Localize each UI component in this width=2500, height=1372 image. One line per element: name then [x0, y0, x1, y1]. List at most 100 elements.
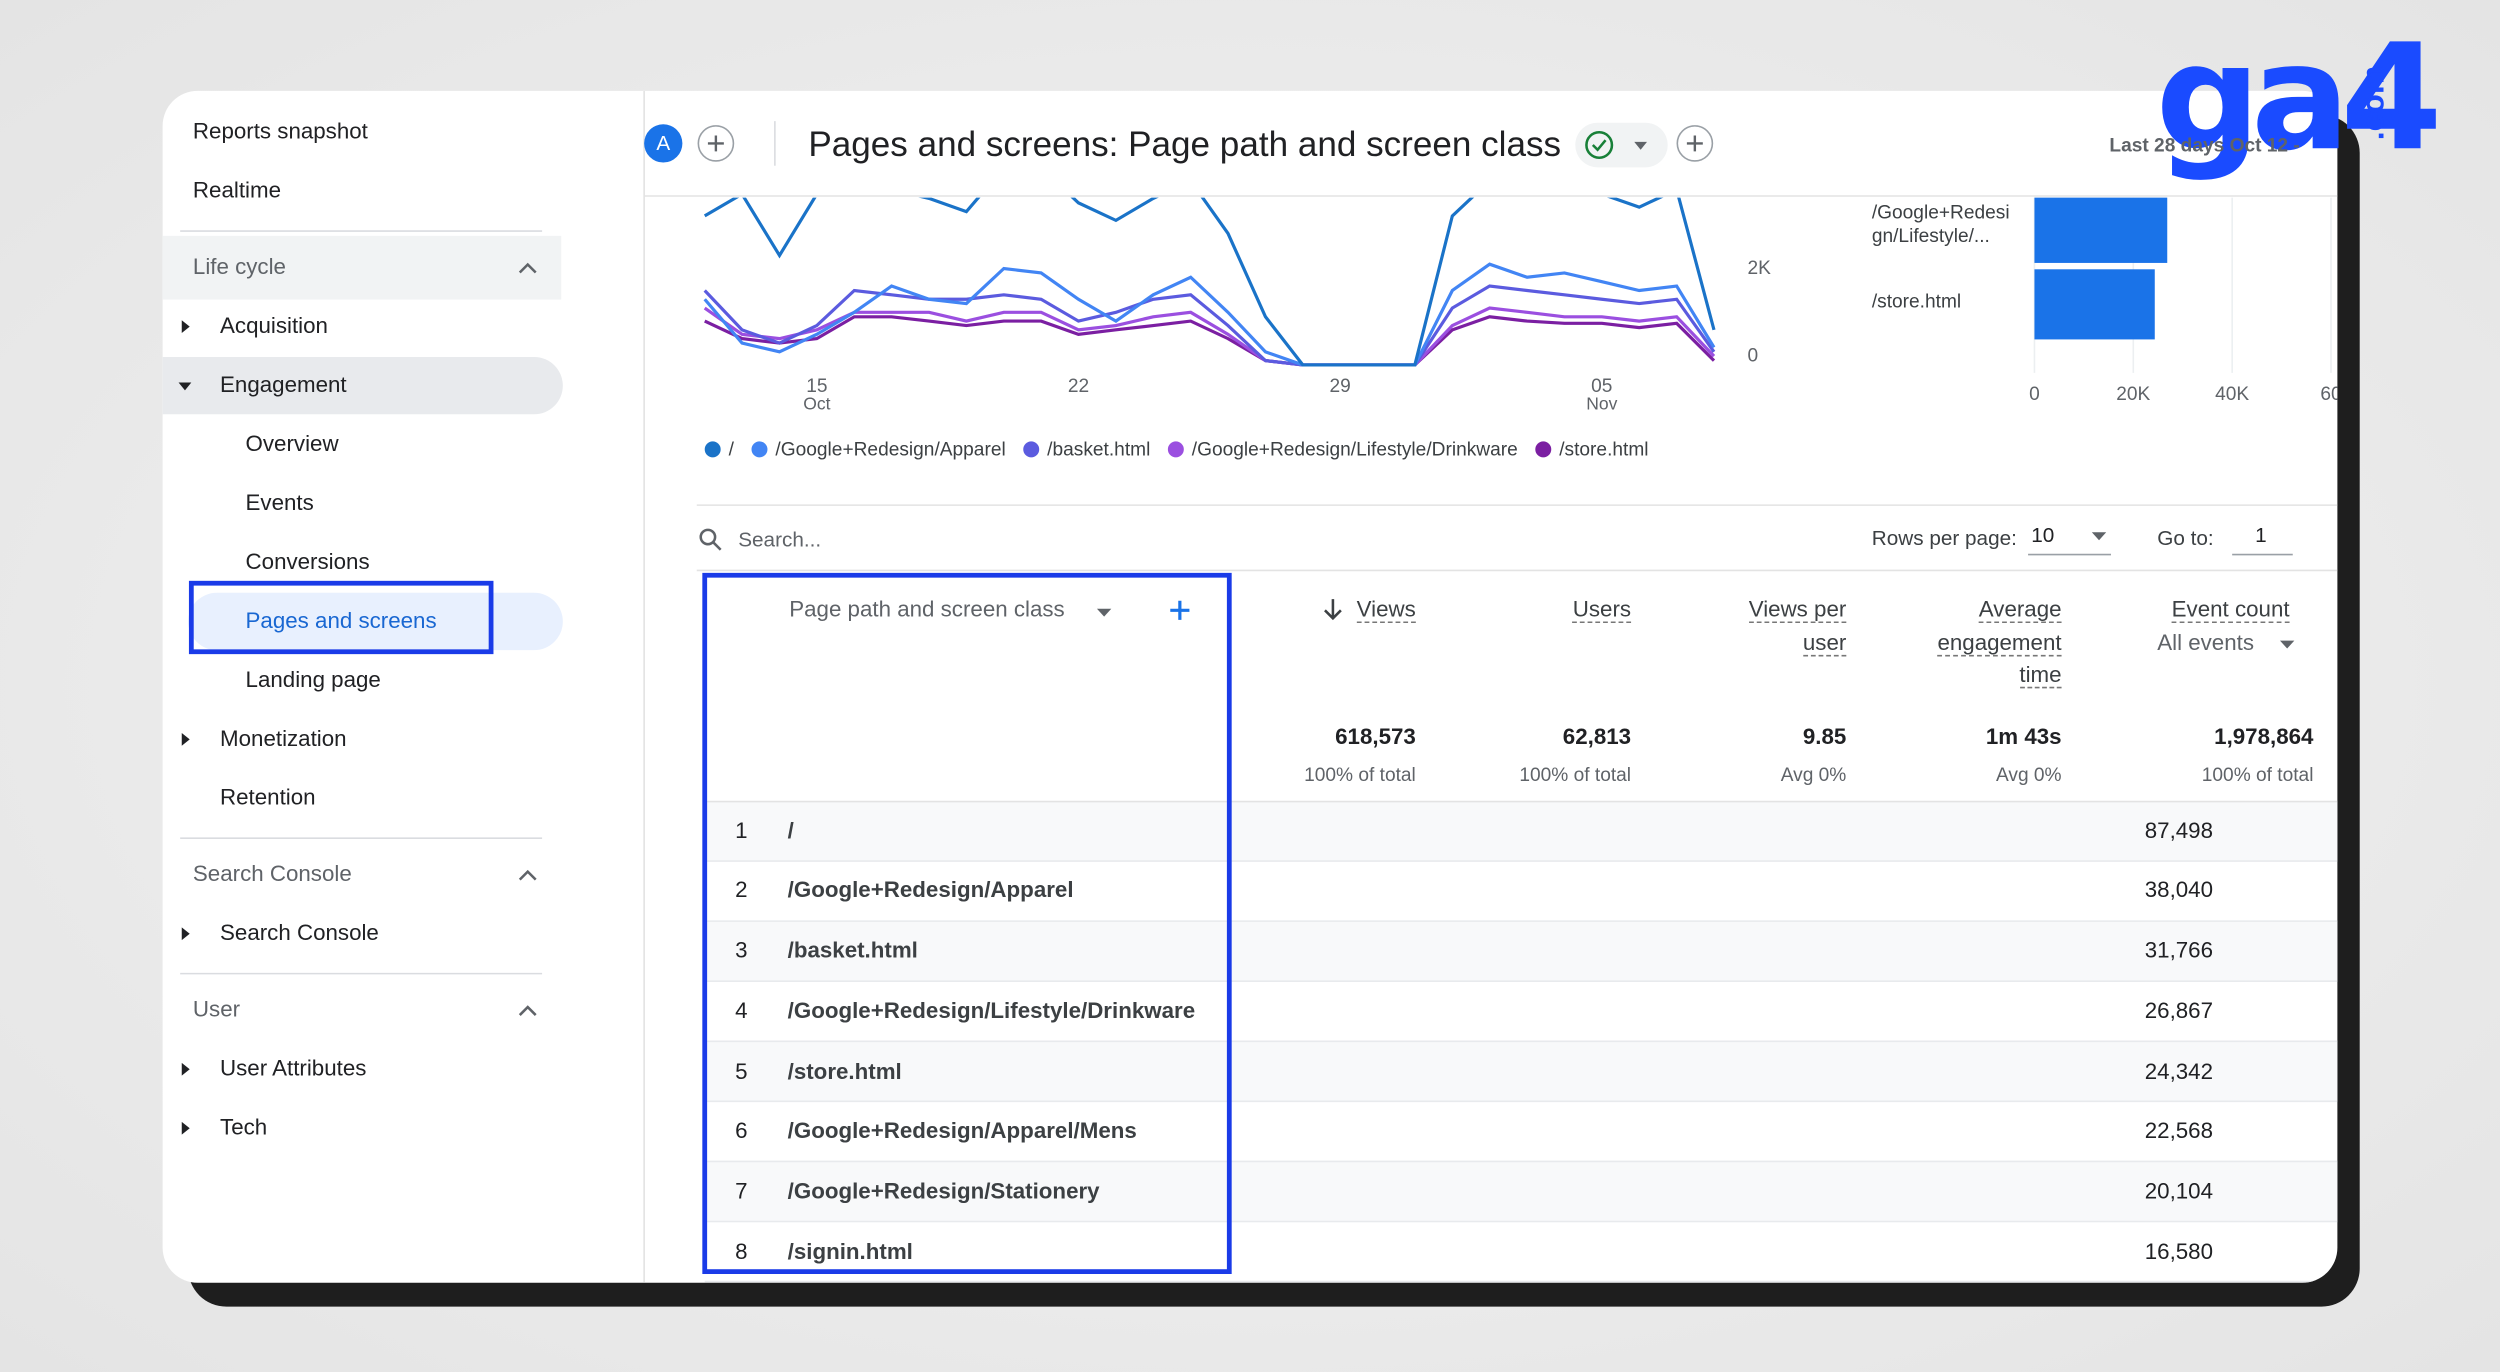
logo: ga4 [2155, 12, 2443, 184]
x-tick-label: 60 [2320, 381, 2337, 404]
nav-item[interactable]: Retention [220, 784, 316, 810]
row-metric: 73,499 [2313, 997, 2337, 1025]
column-header[interactable]: Users [1519, 593, 1632, 626]
nav-item[interactable]: Tech [220, 1114, 268, 1140]
column-header[interactable]: Views [1304, 593, 1416, 626]
total-value: 618,573 [1335, 723, 1416, 750]
column-header-text: Average engagement time [1937, 595, 2062, 689]
nav-item[interactable]: Engagement [220, 371, 347, 398]
app-content: Reports snapshot Realtime Life cycle Acquis… [162, 90, 2338, 1283]
section-title[interactable]: User [192, 996, 241, 1022]
dimension-header[interactable]: Page path and screen class [789, 596, 1065, 622]
nav-item[interactable]: Landing page [245, 666, 381, 692]
section-title[interactable]: Life cycle [192, 253, 286, 280]
column-header[interactable]: Average engagement time [1915, 593, 2062, 691]
nav-item[interactable]: Realtime [192, 177, 282, 203]
y-tick-label: 2K [1747, 255, 1771, 279]
legend-label: /store.html [1559, 437, 1649, 460]
row-metric: 8s [2062, 1238, 2338, 1266]
nav-item[interactable]: Search Console [220, 919, 379, 946]
column-filter[interactable]: All events [2157, 629, 2255, 656]
x-tick-label: 22 [1067, 373, 1090, 396]
row-metric: 22,568 [2144, 1117, 2214, 1143]
row-index: 5 [735, 1057, 748, 1083]
nav-item[interactable]: Monetization [220, 725, 347, 751]
row-metric: 105,019 [2313, 877, 2337, 905]
total-note: 100% of total [1304, 762, 1416, 785]
row-metric: 20,104 [2144, 1177, 2214, 1203]
total-value: 1,978,864 [2214, 723, 2314, 750]
row-dimension: /Google+Redesign/Apparel/Mens [787, 1117, 1137, 1143]
row-metric: 87,498 [2144, 817, 2214, 843]
row-metric: 29,366 [2313, 1238, 2337, 1266]
row-metric: 53s [2062, 937, 2338, 965]
x-tick-label: 20K [2116, 381, 2151, 404]
x-tick-label: 29 [1329, 373, 1351, 396]
nav-item[interactable]: Acquisition [220, 312, 328, 339]
nav-item[interactable]: Conversions [245, 548, 370, 575]
total-value: 1m 43s [1985, 723, 2062, 750]
legend-label: /basket.html [1047, 437, 1151, 460]
total-note: Avg 0% [1995, 762, 2062, 785]
row-index: 1 [735, 817, 748, 843]
row-metric: 38,040 [2144, 877, 2214, 903]
date-range: Last 28 days Oct 12 - [2109, 133, 2300, 156]
rows-per-page-label: Rows per page: [1871, 525, 2017, 550]
total-value: 9.85 [1802, 723, 1847, 750]
row-dimension: /store.html [787, 1057, 902, 1083]
column-header-text: Users [1572, 595, 1632, 624]
row-metric: 16,580 [2144, 1237, 2214, 1264]
total-note: Avg 0% [1780, 762, 1847, 785]
bar-label: /Google+Redesign/Lifestyle/... [1871, 200, 2010, 247]
y-tick-label: 0 [1747, 343, 1759, 366]
row-index: 8 [735, 1237, 748, 1264]
row-metric: 63,784 [2313, 1057, 2337, 1085]
row-dimension: /Google+Redesign/Stationery [787, 1177, 1100, 1203]
nav-item[interactable]: Pages and screens [245, 607, 437, 634]
row-metric: 46s [2062, 1057, 2338, 1085]
row-metric: 45,062 [2313, 1177, 2337, 1205]
row-metric: 44s [2062, 877, 2338, 905]
x-tick-label: 0 [2029, 381, 2040, 404]
row-metric: 54s [2062, 1117, 2338, 1145]
row-dimension: /Google+Redesign/Lifestyle/Drinkware [787, 997, 1196, 1023]
nav-item[interactable]: User Attributes [220, 1055, 367, 1081]
text-layer: Reports snapshot Realtime Life cycle Acquis… [163, 91, 2338, 1283]
row-metric: 31,766 [2144, 937, 2214, 963]
nav-item[interactable]: Reports snapshot [192, 118, 368, 144]
total-note: 100% of total [2201, 762, 2314, 785]
goto-input[interactable]: 1 [2255, 522, 2267, 547]
page-title: Pages and screens: Page path and screen … [808, 124, 1562, 165]
row-metric: 11s [2062, 1177, 2338, 1205]
x-tick-sublabel: Nov [1586, 395, 1618, 415]
row-metric: 26,867 [2144, 997, 2214, 1023]
nav-item[interactable]: Overview [245, 430, 339, 457]
column-header-text: Event count [2171, 595, 2290, 624]
goto-label: Go to: [2157, 525, 2214, 550]
row-metric: 33s [2062, 997, 2338, 1025]
logo-suffix: .com [2356, 65, 2392, 141]
x-tick-label: 05 [1591, 373, 1613, 396]
row-metric: 24,342 [2144, 1057, 2214, 1083]
section-title[interactable]: Search Console [192, 860, 352, 887]
bar-label: /store.html [1871, 289, 1962, 312]
column-header-text: Views per user [1748, 595, 1847, 656]
x-tick-label: 40K [2215, 381, 2250, 404]
row-dimension: / [787, 817, 794, 843]
column-header[interactable]: Event count [2114, 593, 2290, 626]
nav-item[interactable]: Events [245, 489, 314, 516]
x-tick-sublabel: Oct [803, 395, 831, 415]
search-input[interactable]: Search... [738, 527, 822, 552]
total-note: 100% of total [1519, 762, 1632, 785]
column-header[interactable]: Views per user [1732, 593, 1847, 658]
row-dimension: /Google+Redesign/Apparel [787, 877, 1074, 903]
row-index: 3 [735, 937, 748, 963]
column-header-text: Views [1356, 595, 1416, 624]
row-metric: 562,533 [2313, 817, 2337, 845]
row-dimension: /basket.html [787, 937, 918, 963]
rows-per-page-select[interactable]: 10 [2031, 522, 2055, 547]
row-metric: 54,700 [2313, 1117, 2337, 1145]
section-header-bg [162, 235, 562, 300]
